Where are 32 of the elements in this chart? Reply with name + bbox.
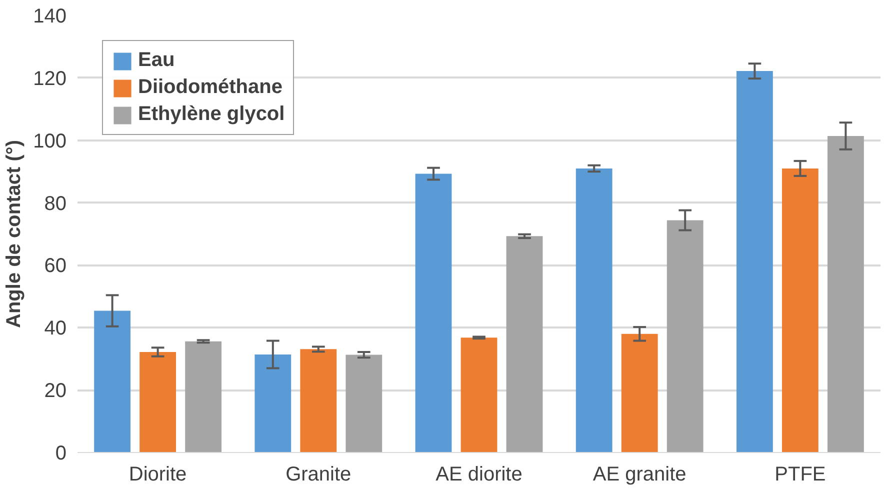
x-tick-label: AE granite	[592, 464, 686, 486]
bar	[621, 334, 658, 452]
bar	[94, 310, 130, 452]
legend-label: Diiodométhane	[138, 76, 282, 99]
x-tick-label: Diorite	[128, 464, 187, 486]
bar	[415, 174, 452, 452]
bar	[140, 352, 176, 452]
y-tick-label: 120	[33, 68, 67, 90]
bar	[300, 349, 337, 452]
y-tick-label: 80	[44, 192, 67, 215]
bar	[346, 354, 382, 452]
x-tick-label: PTFE	[774, 464, 826, 486]
y-axis-title: Angle de contact (°)	[3, 140, 26, 328]
bar	[254, 354, 292, 452]
legend-label: Eau	[138, 49, 175, 72]
x-tick-label: AE diorite	[436, 464, 522, 486]
y-tick-label: 60	[44, 255, 67, 278]
bar	[185, 341, 222, 452]
bar	[828, 136, 864, 452]
bar	[666, 220, 704, 452]
y-tick-label: 20	[44, 380, 67, 402]
bar	[782, 168, 818, 452]
x-tick-label: Granite	[286, 464, 352, 486]
y-tick-label: 40	[44, 318, 67, 340]
y-tick-label: 100	[33, 130, 67, 152]
y-tick-label: 140	[33, 6, 67, 28]
bar	[736, 71, 773, 452]
legend-label: Ethylène glycol	[138, 103, 285, 126]
y-tick-label: 0	[55, 442, 66, 464]
bar	[506, 236, 543, 452]
bar	[460, 338, 498, 452]
bar	[576, 168, 612, 452]
